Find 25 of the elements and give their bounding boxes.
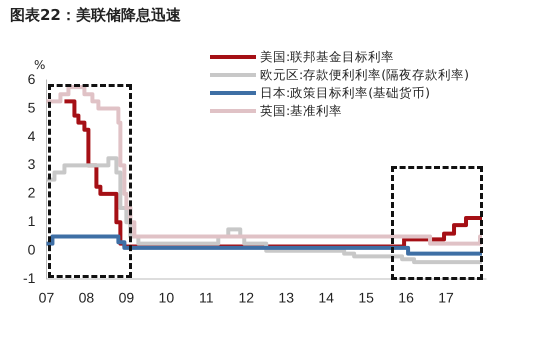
x-tick-label: 11 [199, 289, 214, 306]
y-tick-label: 6 [28, 70, 36, 87]
y-axis-title: % [34, 58, 46, 72]
y-tick-label: 2 [28, 184, 36, 201]
x-tick-label: 10 [158, 289, 174, 306]
y-tick-label: 1 [28, 213, 36, 230]
x-tick-label: 17 [438, 289, 454, 306]
x-tick-label: 13 [278, 289, 294, 306]
x-tick-label: 07 [38, 289, 54, 306]
x-tick-label: 16 [398, 289, 414, 306]
y-tick-label: 4 [28, 128, 36, 144]
legend-label: 英国:基准利率 [260, 102, 342, 120]
legend-label: 日本:政策目标利率(基础货币) [260, 84, 430, 102]
y-tick-label: -1 [22, 270, 36, 286]
x-tick-label: 14 [318, 289, 334, 306]
y-tick-label: 5 [28, 99, 36, 116]
x-tick-label: 08 [78, 289, 94, 306]
x-tick-label: 15 [358, 289, 374, 306]
legend-label: 美国:联邦基金目标利率 [260, 48, 394, 66]
y-tick-label: 3 [28, 156, 36, 172]
x-tick-label: 12 [238, 289, 254, 306]
legend-label: 欧元区:存款便利利率(隔夜存款利率) [260, 66, 469, 84]
y-tick-label: 0 [28, 242, 36, 258]
x-tick-label: 09 [118, 289, 134, 306]
chart-title: 图表22：美联储降息迅速 [10, 6, 181, 25]
